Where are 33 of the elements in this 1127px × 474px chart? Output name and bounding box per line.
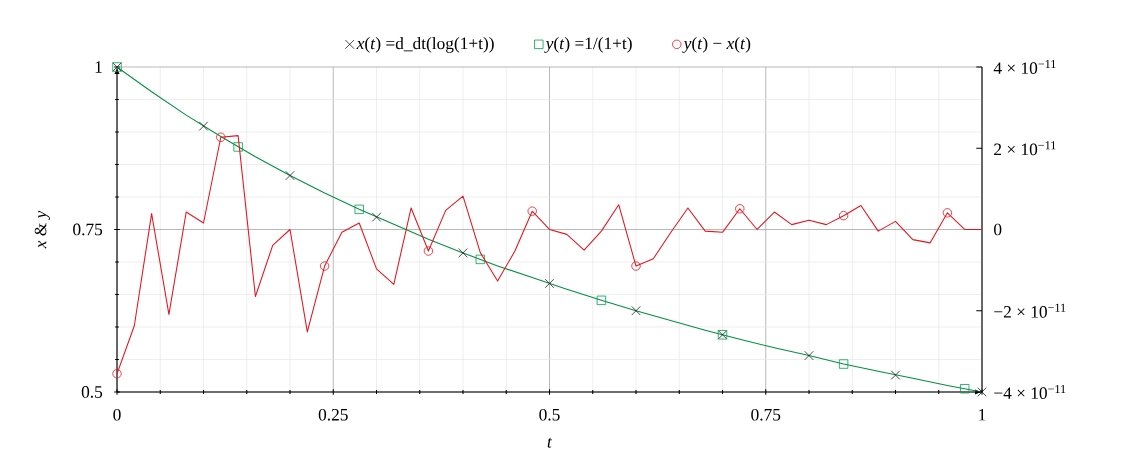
point [458, 248, 468, 258]
point [475, 254, 485, 265]
y2-tick-label: 4 × 10$^{−11}$ [993, 60, 1056, 74]
point [544, 278, 555, 289]
x-axis-title: t [547, 437, 553, 448]
y-axis-title: x & y [34, 210, 50, 249]
y-tick-label: 1 [95, 61, 102, 73]
x-tick-label: 0.75 [751, 408, 781, 421]
y-tick-label: 0.75 [73, 223, 103, 236]
point [371, 212, 382, 222]
y2-tick-label: 2 × 10$^{−11}$ [994, 141, 1056, 156]
point [596, 295, 607, 306]
point [890, 370, 901, 380]
point [631, 306, 641, 316]
y2-tick-label: 0 [994, 223, 1002, 236]
point [285, 170, 295, 181]
x-tick-label: 0.25 [318, 408, 348, 421]
y-tick-label: 0.5 [81, 386, 103, 398]
point [233, 142, 243, 152]
x-tick-label: 1 [979, 408, 986, 421]
legend-label: x(t) =d_dt(log(1+t)) [356, 37, 494, 53]
y2-tick-label: −4 × 10$^{−11}$ [994, 385, 1066, 399]
x-tick-label: 0 [113, 408, 121, 421]
legend-label: y(t) − x(t) [682, 37, 751, 53]
point [198, 121, 209, 131]
point [977, 387, 987, 397]
point [960, 384, 970, 394]
point [838, 359, 849, 369]
point [804, 350, 814, 361]
legend-label: y(t) =1/(1+t) [544, 37, 632, 53]
y2-tick-label: −2 × 10$^{−11}$ [994, 303, 1066, 318]
point [354, 204, 364, 215]
x-tick-label: 0.5 [539, 408, 560, 421]
